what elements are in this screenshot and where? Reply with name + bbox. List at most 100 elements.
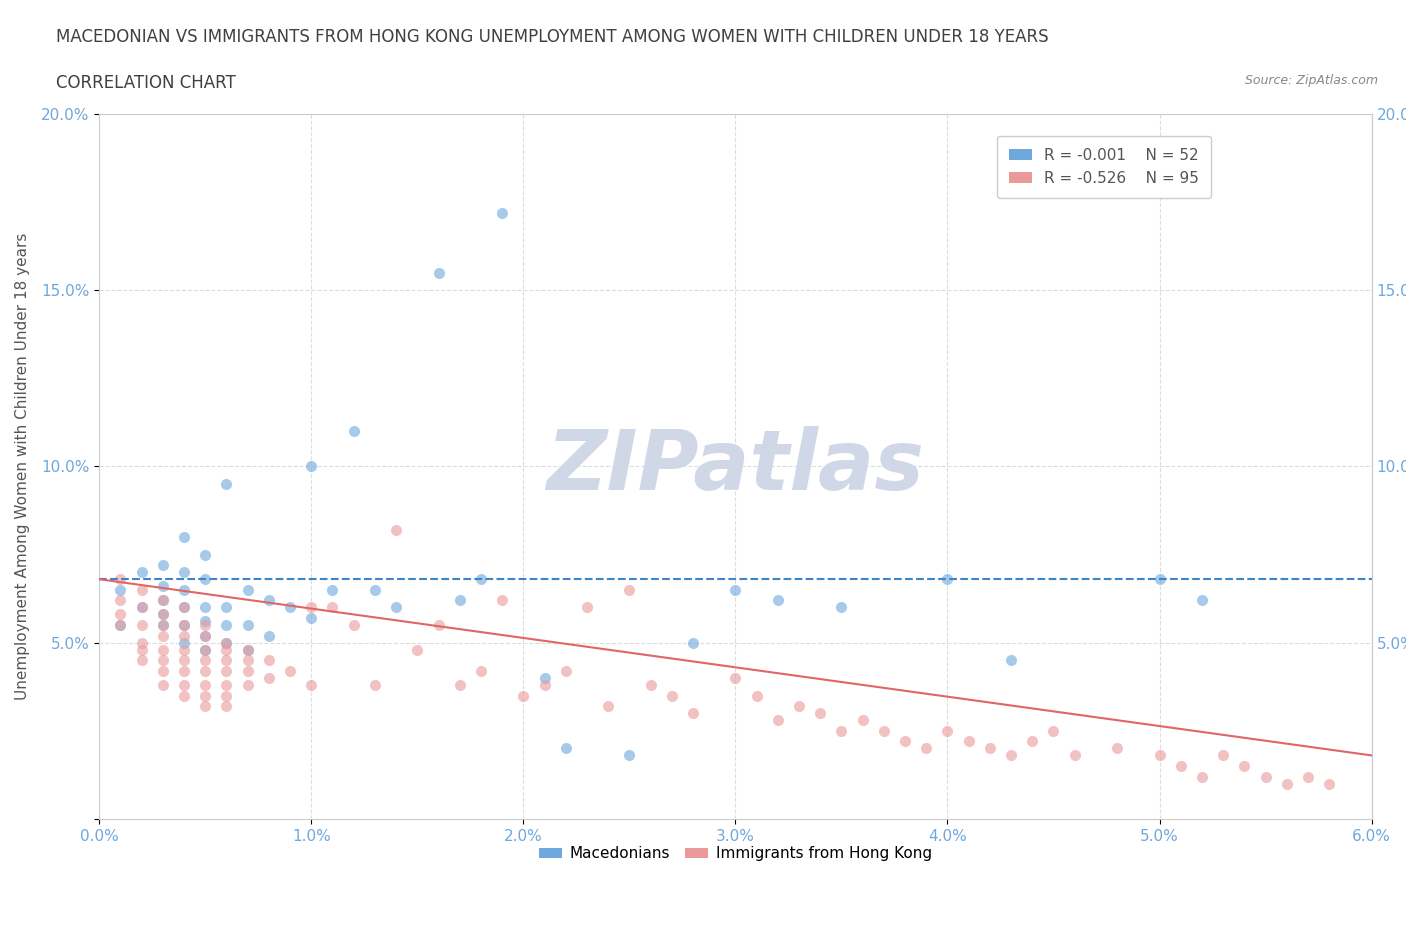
- Point: [215, 653, 238, 668]
- Point: [236, 663, 259, 678]
- Point: [512, 688, 534, 703]
- Point: [766, 712, 789, 727]
- Point: [1233, 759, 1256, 774]
- Point: [194, 677, 217, 692]
- Point: [724, 671, 747, 685]
- Point: [449, 593, 471, 608]
- Point: [894, 734, 917, 749]
- Point: [915, 741, 938, 756]
- Point: [236, 653, 259, 668]
- Point: [682, 706, 704, 721]
- Point: [173, 643, 195, 658]
- Point: [787, 698, 810, 713]
- Point: [766, 593, 789, 608]
- Point: [152, 663, 174, 678]
- Point: [194, 628, 217, 643]
- Point: [236, 677, 259, 692]
- Point: [554, 741, 576, 756]
- Point: [152, 593, 174, 608]
- Point: [215, 635, 238, 650]
- Point: [575, 600, 598, 615]
- Point: [173, 628, 195, 643]
- Point: [194, 600, 217, 615]
- Text: CORRELATION CHART: CORRELATION CHART: [56, 74, 236, 92]
- Point: [173, 618, 195, 632]
- Point: [215, 677, 238, 692]
- Point: [173, 688, 195, 703]
- Text: ZIPatlas: ZIPatlas: [547, 426, 924, 507]
- Point: [152, 607, 174, 622]
- Point: [131, 600, 153, 615]
- Point: [364, 677, 387, 692]
- Point: [173, 653, 195, 668]
- Point: [131, 600, 153, 615]
- Point: [724, 582, 747, 597]
- Point: [1063, 748, 1085, 763]
- Point: [470, 663, 492, 678]
- Point: [491, 206, 513, 220]
- Point: [299, 459, 322, 474]
- Point: [194, 653, 217, 668]
- Point: [873, 724, 896, 738]
- Point: [215, 663, 238, 678]
- Point: [554, 663, 576, 678]
- Point: [215, 698, 238, 713]
- Point: [830, 724, 852, 738]
- Point: [173, 663, 195, 678]
- Point: [808, 706, 831, 721]
- Point: [1149, 748, 1171, 763]
- Point: [236, 643, 259, 658]
- Point: [598, 698, 620, 713]
- Point: [321, 600, 343, 615]
- Point: [1212, 748, 1234, 763]
- Point: [1170, 759, 1192, 774]
- Point: [194, 643, 217, 658]
- Y-axis label: Unemployment Among Women with Children Under 18 years: Unemployment Among Women with Children U…: [15, 232, 30, 700]
- Point: [1000, 748, 1022, 763]
- Point: [427, 265, 450, 280]
- Point: [236, 618, 259, 632]
- Point: [257, 628, 280, 643]
- Point: [152, 593, 174, 608]
- Point: [236, 643, 259, 658]
- Point: [321, 582, 343, 597]
- Point: [299, 610, 322, 625]
- Point: [131, 635, 153, 650]
- Point: [194, 572, 217, 587]
- Point: [957, 734, 980, 749]
- Point: [1021, 734, 1043, 749]
- Point: [173, 529, 195, 544]
- Point: [257, 593, 280, 608]
- Point: [1275, 777, 1298, 791]
- Point: [1000, 653, 1022, 668]
- Point: [194, 663, 217, 678]
- Point: [194, 688, 217, 703]
- Point: [979, 741, 1001, 756]
- Point: [745, 688, 768, 703]
- Point: [640, 677, 662, 692]
- Point: [110, 618, 132, 632]
- Point: [194, 618, 217, 632]
- Point: [936, 572, 959, 587]
- Point: [131, 565, 153, 579]
- Point: [110, 572, 132, 587]
- Point: [215, 600, 238, 615]
- Point: [852, 712, 875, 727]
- Point: [173, 600, 195, 615]
- Point: [110, 607, 132, 622]
- Point: [173, 600, 195, 615]
- Point: [1296, 769, 1319, 784]
- Legend: Macedonians, Immigrants from Hong Kong: Macedonians, Immigrants from Hong Kong: [533, 841, 938, 868]
- Point: [1191, 593, 1213, 608]
- Point: [406, 643, 429, 658]
- Point: [152, 643, 174, 658]
- Point: [830, 600, 852, 615]
- Point: [1317, 777, 1340, 791]
- Point: [364, 582, 387, 597]
- Point: [533, 677, 555, 692]
- Point: [194, 547, 217, 562]
- Point: [491, 593, 513, 608]
- Point: [299, 600, 322, 615]
- Point: [152, 618, 174, 632]
- Point: [1107, 741, 1129, 756]
